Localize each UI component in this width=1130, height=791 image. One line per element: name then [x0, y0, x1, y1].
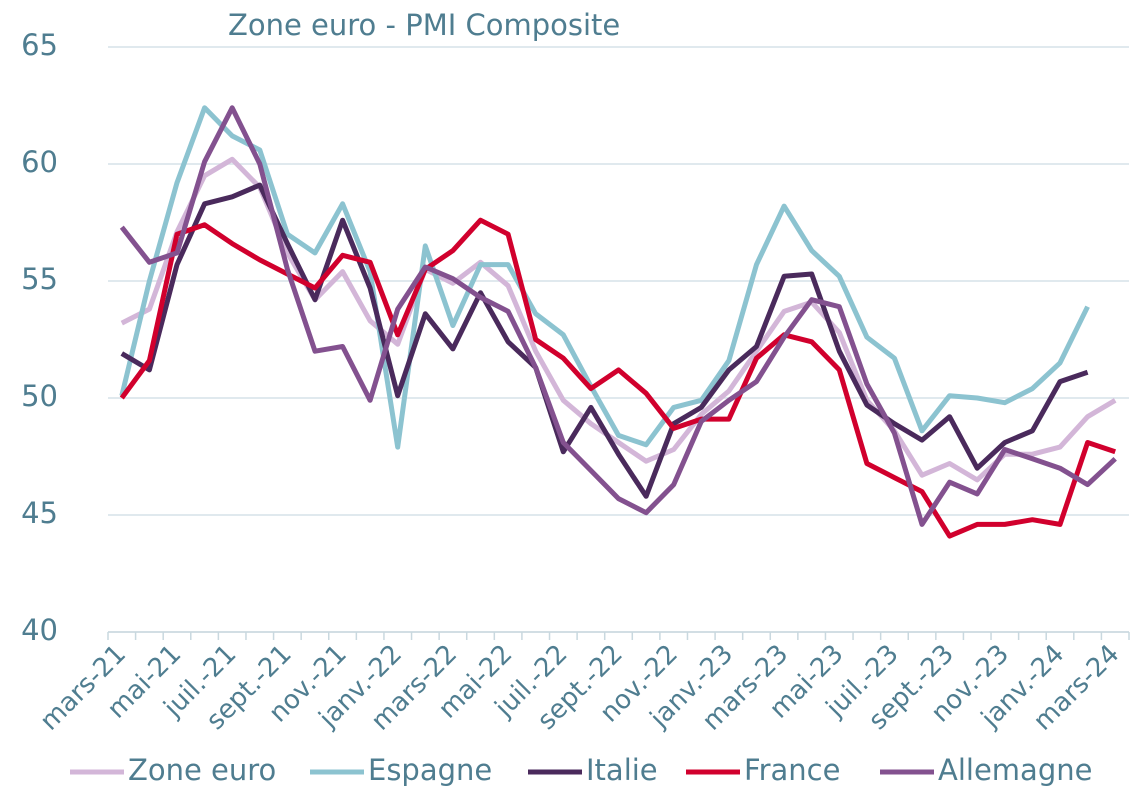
chart-title: Zone euro - PMI Composite — [228, 8, 620, 42]
series-line — [119, 105, 1117, 527]
series-line — [120, 156, 1117, 483]
legend-label: Italie — [586, 753, 658, 787]
legend-label: Allemagne — [938, 753, 1092, 787]
y-tick-label: 50 — [21, 379, 58, 413]
series-line — [120, 182, 1089, 499]
legend-label: France — [744, 753, 840, 787]
y-tick-label: 45 — [21, 496, 58, 530]
legend-label: Zone euro — [128, 753, 276, 787]
y-tick-label: 60 — [21, 145, 58, 179]
series-line — [119, 105, 1090, 450]
y-tick-label: 55 — [21, 262, 58, 296]
legend-label: Espagne — [368, 753, 492, 787]
y-tick-label: 40 — [21, 613, 58, 647]
y-tick-label: 65 — [21, 28, 58, 62]
